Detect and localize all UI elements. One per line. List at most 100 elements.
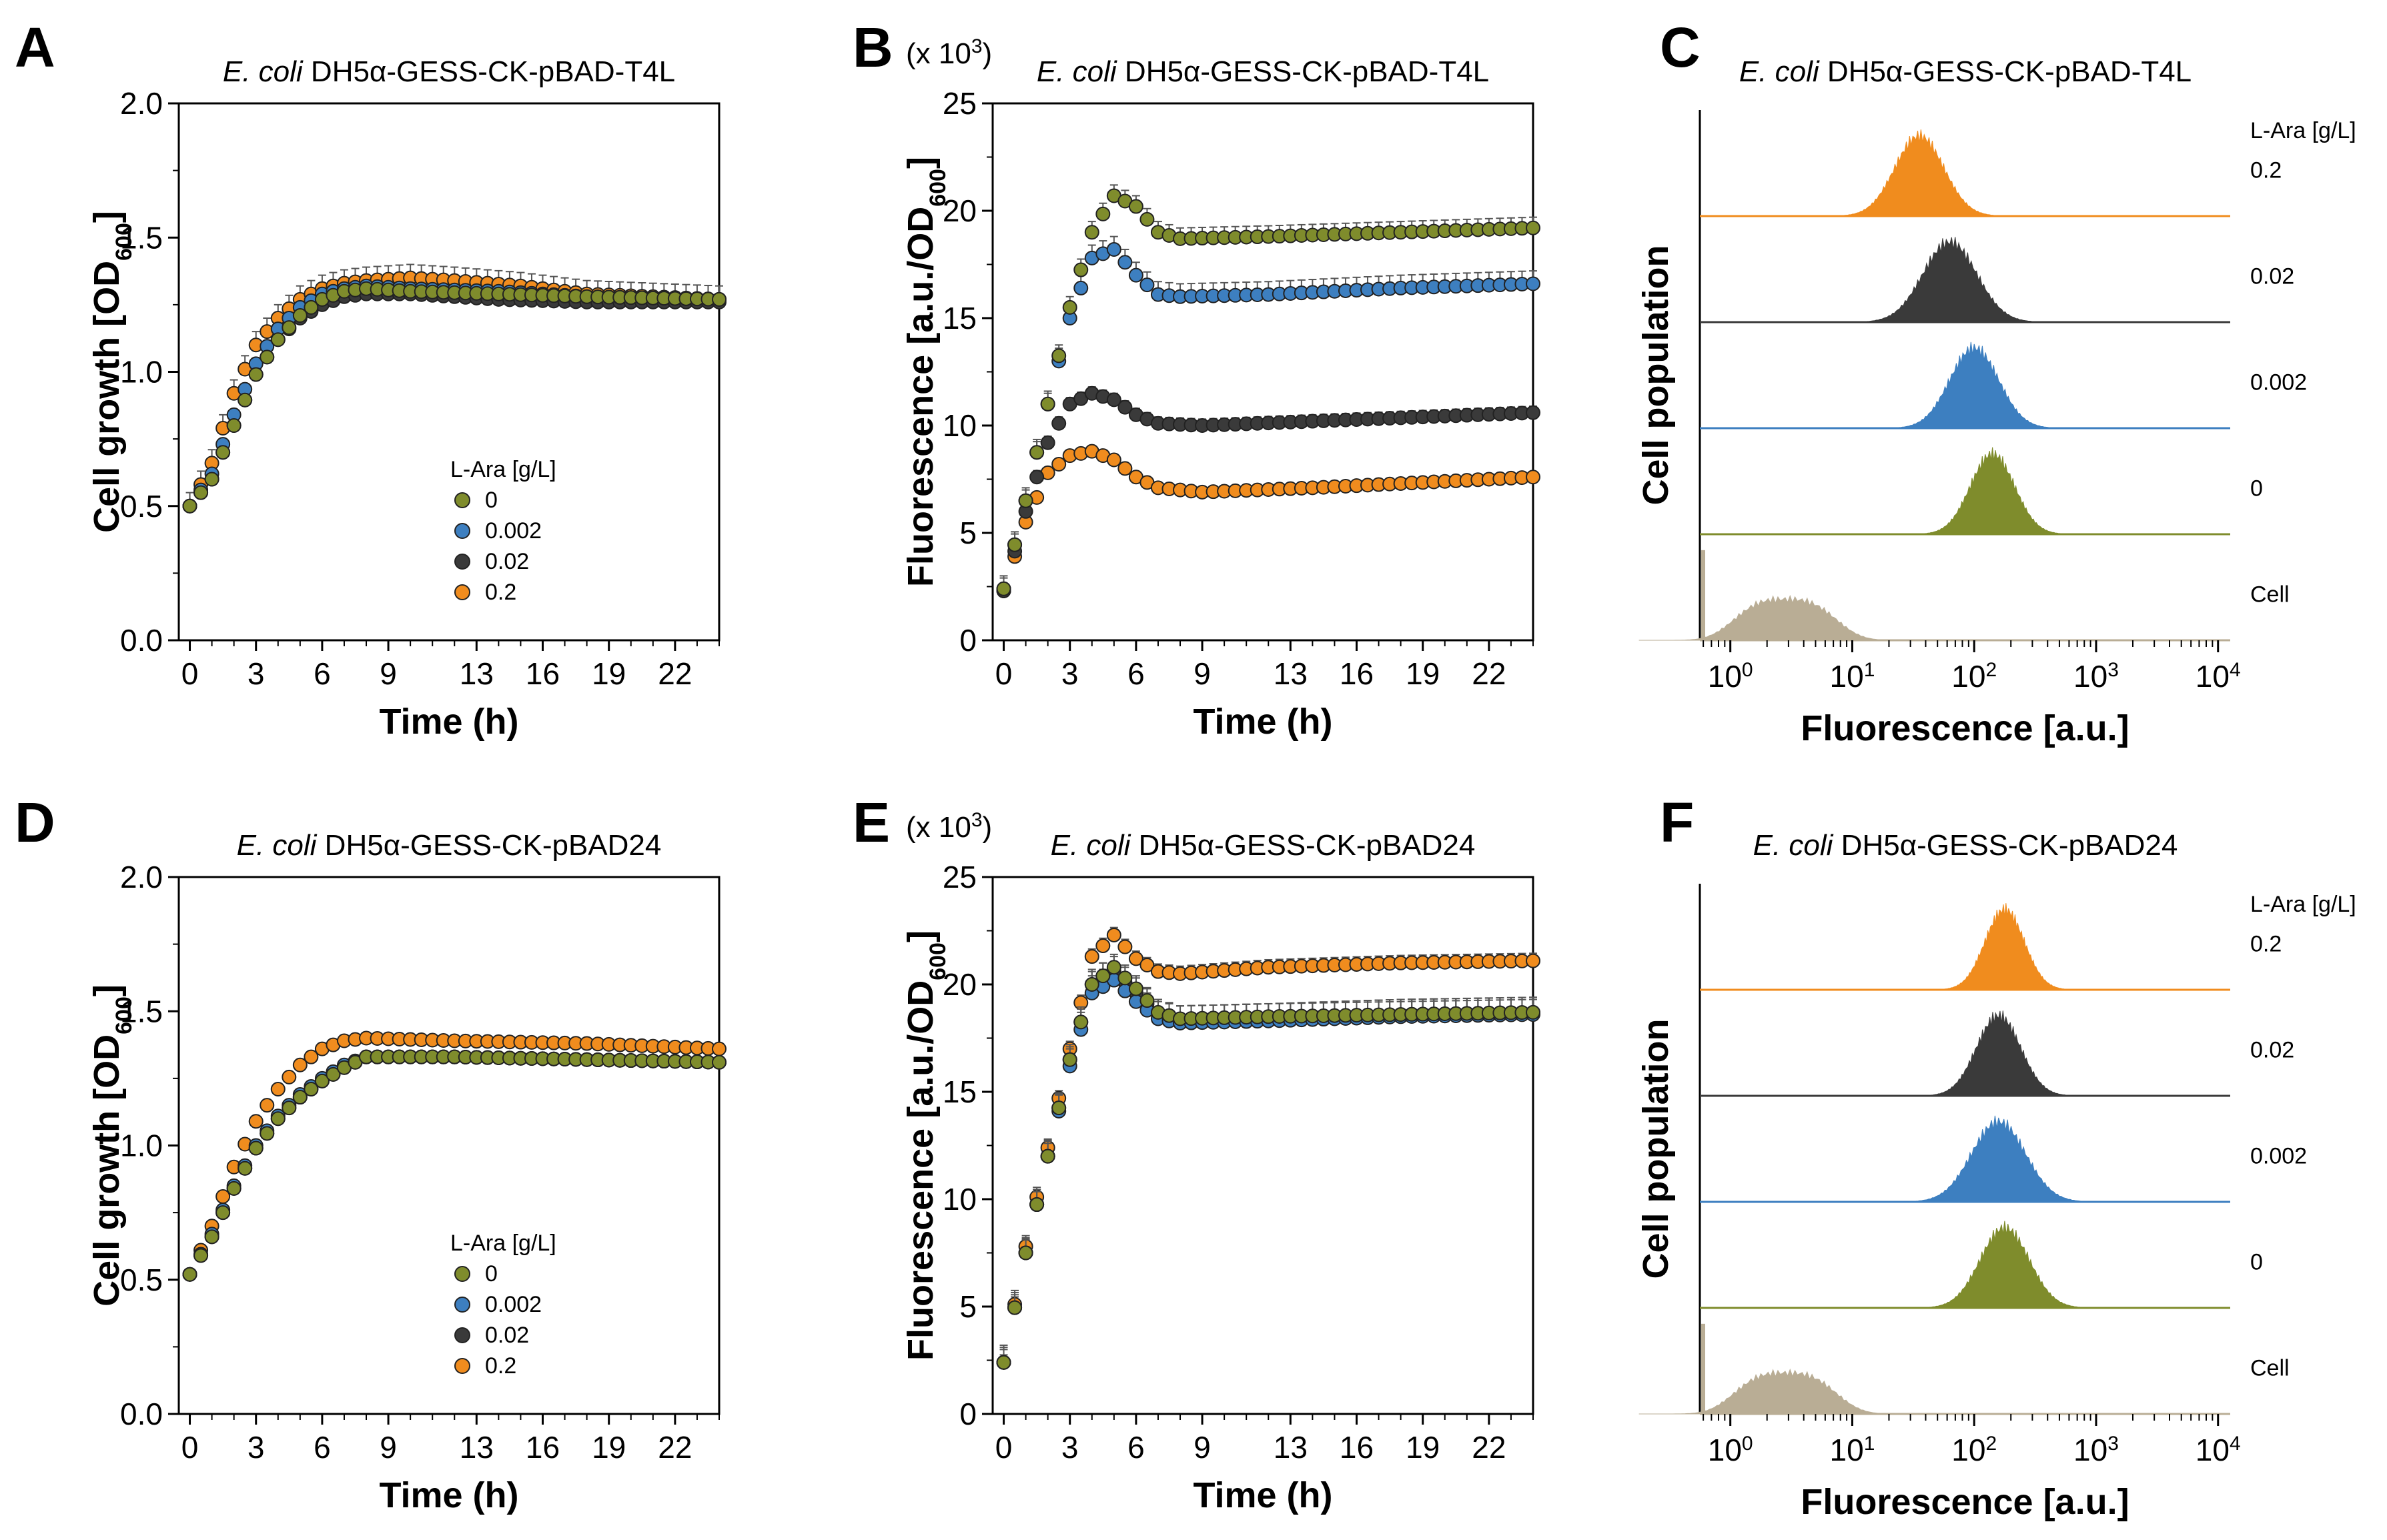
hist-edge-spike: [1701, 550, 1705, 640]
data-point: [292, 1057, 308, 1072]
chart-title: E. coli DH5α-GESS-CK-pBAD-T4L: [1739, 55, 2192, 88]
data-point: [270, 1111, 286, 1126]
y-axis-label-main: Cell growth [OD: [87, 1034, 127, 1307]
data-point: [1106, 241, 1121, 257]
y-axis-label: Cell growth [OD600]: [87, 211, 137, 533]
data-point: [1128, 951, 1143, 966]
y-axis-label-end: ]: [87, 984, 127, 996]
data-point: [237, 392, 253, 408]
y-tick-label: 25: [943, 86, 977, 121]
y-multiplier-sup: 3: [971, 35, 983, 57]
x-tick-label: 16: [1340, 656, 1374, 691]
x-axis-label: Time (h): [379, 1475, 518, 1515]
y-axis-label-sub: 600: [925, 942, 951, 980]
data-point: [314, 1073, 330, 1088]
y-tick-label: 25: [943, 860, 977, 894]
x-tick-exponent: 2: [1985, 659, 1997, 681]
data-point: [1040, 396, 1055, 412]
chart-title-rest: DH5α-GESS-CK-pBAD24: [1130, 829, 1475, 862]
hist-row-0.002: 0.002: [1700, 341, 2307, 430]
x-axis-label: Fluorescence [a.u.]: [1801, 1482, 2129, 1522]
legend-title: L-Ara [g/L]: [450, 457, 556, 482]
data-point: [1029, 470, 1045, 485]
chart-title-italic: E. coli: [1037, 55, 1117, 88]
legend-marker: [454, 1327, 470, 1343]
hist-density: [1821, 129, 2017, 217]
data-point: [1029, 445, 1045, 460]
data-point: [193, 1248, 209, 1263]
hist-row-label: 0.02: [2250, 263, 2294, 289]
data-point: [1128, 981, 1143, 996]
data-point: [1106, 927, 1121, 942]
chart-title-italic: E. coli: [1753, 829, 1834, 862]
data-point: [326, 1066, 341, 1082]
data-point: [1073, 262, 1089, 277]
data-point: [1139, 958, 1155, 973]
data-point: [226, 1181, 242, 1196]
data-point: [1062, 299, 1077, 315]
x-axis-label: Time (h): [379, 702, 518, 742]
panel-d: D E. coli DH5α-GESS-CK-pBAD24 0.0 0.5 1.0 1.5…: [15, 791, 727, 1515]
data-point: [282, 1100, 297, 1116]
y-multiplier-text: (x 10: [906, 37, 971, 70]
y-tick-label: 5: [959, 1289, 977, 1324]
chart-title-italic: E. coli: [223, 55, 304, 88]
y-tick-label: 5: [959, 516, 977, 550]
y-axis-label: Fluorescence [a.u./OD600]: [901, 930, 951, 1361]
y-tick-label: 0.5: [120, 489, 163, 524]
y-axis-label-main: Fluorescence [a.u./OD: [901, 980, 941, 1361]
hist-row-label: 0.002: [2250, 1143, 2307, 1169]
data-point: [248, 367, 264, 382]
x-tick-exponent: 0: [1742, 1433, 1753, 1455]
chart-title-rest: DH5α-GESS-CK-pBAD-T4L: [1819, 55, 2192, 88]
data-point: [1106, 392, 1121, 408]
panel-letter: B: [853, 16, 893, 79]
data-point: [1526, 276, 1540, 291]
data-point: [1526, 1004, 1540, 1020]
data-point: [1051, 348, 1067, 363]
data-point: [1062, 1052, 1077, 1067]
panel-letter: E: [853, 791, 890, 854]
y-axis-label: Cell population: [1636, 245, 1676, 506]
hist-row-0: 0: [1700, 447, 2263, 536]
data-point: [248, 1140, 264, 1156]
legend-label: 0.2: [485, 1353, 516, 1379]
data-point: [1117, 939, 1133, 954]
y-tick-label: 15: [943, 1074, 977, 1109]
data-point: [1051, 1100, 1067, 1116]
x-tick-base: 10: [1830, 1433, 1864, 1467]
y-axis-label-main: Cell growth [OD: [87, 261, 127, 533]
data-point: [1095, 206, 1111, 221]
series-0.02: [996, 386, 1540, 598]
y-tick-label: 0.0: [120, 623, 163, 658]
legend-label: 0: [485, 488, 498, 513]
x-tick-label: 19: [592, 1430, 626, 1465]
hist-density: [1638, 594, 1932, 641]
panel-letter: F: [1660, 791, 1694, 854]
panel-f: F E. coli DH5α-GESS-CK-pBAD24 L-Ara [g/L] 0…: [1636, 791, 2356, 1522]
data-point: [237, 1161, 253, 1176]
hist-edge-spike: [1701, 1323, 1705, 1414]
y-tick-label: 1.0: [120, 1128, 163, 1163]
y-axis-label-end: ]: [87, 211, 127, 223]
x-tick-label: 0: [181, 656, 199, 691]
data-point: [260, 349, 275, 365]
data-point: [1084, 949, 1099, 964]
data-point: [1018, 1245, 1033, 1261]
x-tick-label: 16: [1340, 1430, 1374, 1465]
data-point: [204, 472, 219, 487]
chart-title-rest: DH5α-GESS-CK-pBAD-T4L: [1117, 55, 1489, 88]
data-point: [1073, 280, 1089, 295]
data-point: [282, 320, 297, 335]
legend-marker: [454, 1266, 470, 1282]
hist-density: [1907, 1221, 2103, 1309]
x-tick-exponent: 4: [2230, 659, 2241, 681]
x-tick-label: 6: [314, 1430, 331, 1465]
data-point: [712, 1041, 727, 1056]
legend-marker: [454, 492, 470, 508]
data-point: [1526, 405, 1540, 420]
data-point: [1040, 435, 1055, 450]
x-tick-label: 9: [1194, 1430, 1211, 1465]
chart-title-italic: E. coli: [1051, 829, 1131, 862]
x-tick-label: 13: [1274, 656, 1308, 691]
